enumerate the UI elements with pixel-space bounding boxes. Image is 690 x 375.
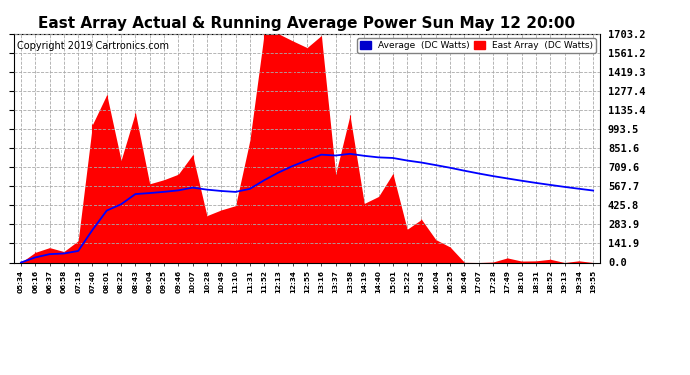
- Text: Copyright 2019 Cartronics.com: Copyright 2019 Cartronics.com: [17, 40, 169, 51]
- Legend: Average  (DC Watts), East Array  (DC Watts): Average (DC Watts), East Array (DC Watts…: [357, 38, 595, 53]
- Title: East Array Actual & Running Average Power Sun May 12 20:00: East Array Actual & Running Average Powe…: [39, 16, 575, 31]
